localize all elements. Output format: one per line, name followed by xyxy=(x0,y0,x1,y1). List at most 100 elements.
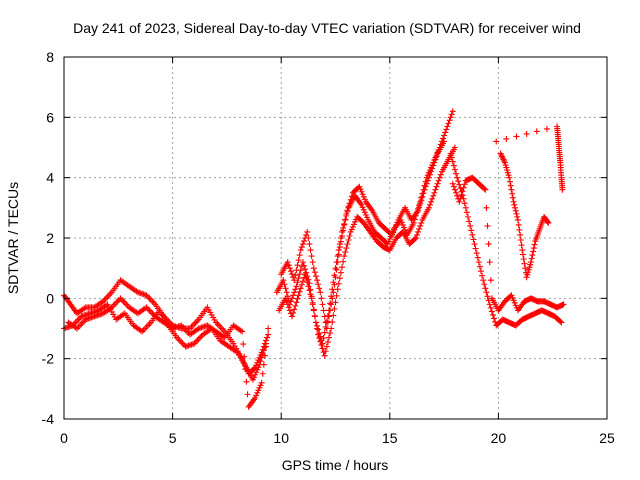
interp-marker xyxy=(448,111,455,118)
interp-marker xyxy=(486,259,493,266)
interp-marker xyxy=(433,153,440,160)
data-point-marker xyxy=(514,216,521,223)
interp-marker xyxy=(308,253,315,260)
interp-marker xyxy=(451,166,458,173)
interp-marker xyxy=(324,319,331,326)
interp-marker xyxy=(483,204,490,211)
interp-marker xyxy=(293,299,300,306)
interp-marker xyxy=(446,117,453,124)
interp-marker xyxy=(472,245,479,252)
interp-marker xyxy=(328,301,335,308)
data-point-marker xyxy=(428,168,435,175)
interp-marker xyxy=(481,185,488,192)
interp-marker xyxy=(78,320,85,327)
interp-marker xyxy=(325,334,332,341)
interp-marker xyxy=(217,323,224,330)
interp-marker xyxy=(281,281,288,288)
interp-marker xyxy=(520,256,527,263)
interp-marker xyxy=(518,242,525,249)
interp-marker xyxy=(318,342,325,349)
interp-marker xyxy=(182,327,189,334)
interp-marker xyxy=(428,198,435,205)
interp-marker xyxy=(233,348,240,355)
interp-marker xyxy=(258,354,265,361)
interp-marker xyxy=(147,296,154,303)
interp-marker xyxy=(296,252,303,259)
interp-marker xyxy=(332,274,339,281)
y-tick-label: 6 xyxy=(46,109,54,125)
x-tick-label: 0 xyxy=(60,430,68,446)
interp-marker xyxy=(321,329,328,336)
interp-marker xyxy=(434,180,441,187)
interp-marker xyxy=(509,194,516,201)
interp-marker xyxy=(339,232,346,239)
interp-marker xyxy=(144,305,151,312)
data-point-marker xyxy=(510,198,517,205)
x-tick-label: 15 xyxy=(382,430,398,446)
interp-marker xyxy=(332,299,339,306)
interp-marker xyxy=(287,268,294,275)
data-point-marker xyxy=(186,325,193,332)
interp-marker xyxy=(482,285,489,292)
interp-marker xyxy=(291,289,298,296)
interp-marker xyxy=(298,244,305,251)
interp-marker xyxy=(146,320,153,327)
interp-marker xyxy=(242,366,249,373)
interp-marker xyxy=(316,285,323,292)
interp-marker xyxy=(520,251,527,258)
data-point-marker xyxy=(519,247,526,254)
interp-marker xyxy=(140,327,147,334)
interp-marker xyxy=(469,231,476,238)
interp-marker xyxy=(293,267,300,274)
interp-marker xyxy=(309,301,316,308)
interp-marker xyxy=(340,227,347,234)
interp-marker xyxy=(528,255,535,262)
x-axis-label: GPS time / hours xyxy=(282,457,389,473)
interp-marker xyxy=(314,277,321,284)
interp-marker xyxy=(75,323,82,330)
interp-marker xyxy=(312,319,319,326)
interp-marker xyxy=(111,301,118,308)
data-point-marker xyxy=(282,295,289,302)
interp-marker xyxy=(476,263,483,270)
interp-marker xyxy=(176,337,183,344)
interp-marker xyxy=(220,333,227,340)
interp-marker xyxy=(327,330,334,337)
interp-marker xyxy=(481,281,488,288)
interp-marker xyxy=(315,281,322,288)
interp-marker xyxy=(292,302,299,309)
interp-marker xyxy=(333,292,340,299)
data-point-marker xyxy=(332,265,339,272)
interp-marker xyxy=(335,251,342,258)
interp-marker xyxy=(303,231,310,238)
interp-marker xyxy=(290,292,297,299)
interp-marker xyxy=(299,241,306,248)
interp-marker xyxy=(344,207,351,214)
interp-marker xyxy=(484,222,491,229)
interp-marker xyxy=(342,216,349,223)
data-point-marker xyxy=(297,247,304,254)
interp-marker xyxy=(426,201,433,208)
interp-marker xyxy=(441,132,448,139)
interp-marker xyxy=(511,201,518,208)
data-point-marker xyxy=(280,277,287,284)
interp-marker xyxy=(121,299,128,306)
interp-marker xyxy=(284,301,291,308)
data-point-marker xyxy=(299,259,306,266)
interp-marker xyxy=(478,268,485,275)
interp-marker xyxy=(419,193,426,200)
interp-marker xyxy=(113,299,120,306)
interp-marker xyxy=(531,241,538,248)
interp-marker xyxy=(462,204,469,211)
interp-marker xyxy=(530,245,537,252)
interp-marker xyxy=(294,295,301,302)
interp-marker xyxy=(336,275,343,282)
interp-marker xyxy=(348,193,355,200)
interp-marker xyxy=(175,336,182,343)
interp-marker xyxy=(517,231,524,238)
interp-marker xyxy=(339,264,346,271)
interp-marker xyxy=(323,318,330,325)
interp-marker xyxy=(189,322,196,329)
interp-marker xyxy=(529,252,536,259)
interp-marker xyxy=(418,219,425,226)
